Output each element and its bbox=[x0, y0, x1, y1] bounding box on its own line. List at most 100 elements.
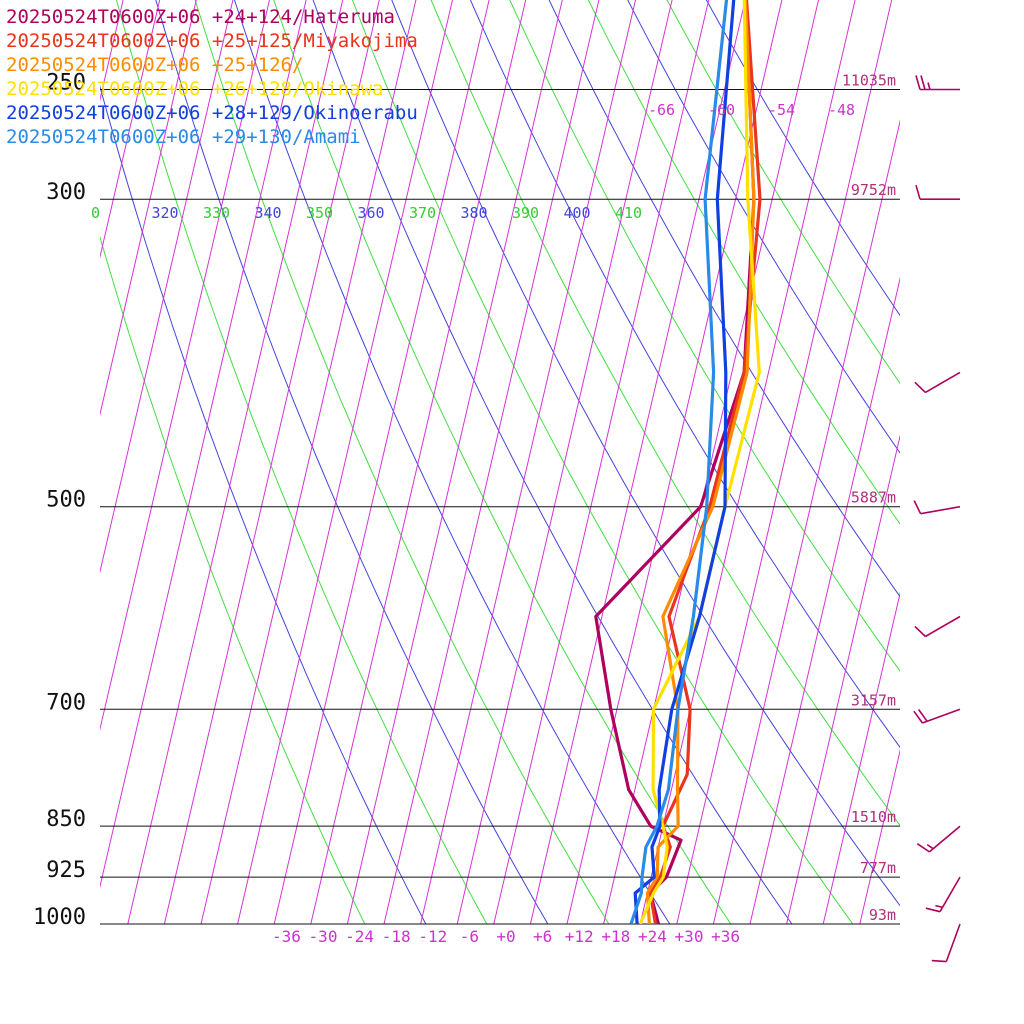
isotherm-line bbox=[237, 0, 453, 924]
isotherm-line bbox=[786, 434, 900, 924]
temperature-tick-label: -30 bbox=[309, 927, 338, 946]
pressure-label: 925 bbox=[46, 858, 86, 883]
dry-adiabat-line bbox=[509, 0, 900, 672]
wind-barb bbox=[914, 371, 961, 394]
temperature-tick-label: +30 bbox=[675, 927, 704, 946]
wind-barb bbox=[916, 825, 961, 853]
theta-label: 390 bbox=[512, 204, 539, 222]
dry-adiabat-line bbox=[273, 0, 732, 924]
pressure-label: 700 bbox=[46, 690, 86, 715]
theta-label: 380 bbox=[461, 204, 488, 222]
isobars: 10016713m15014334m20012528m25011035m3009… bbox=[33, 70, 900, 930]
theta-label: 330 bbox=[203, 204, 230, 222]
isotherm-top-label: -60 bbox=[708, 101, 735, 119]
theta-label: 400 bbox=[564, 204, 591, 222]
isotherm-top-label: -54 bbox=[768, 101, 795, 119]
isotherms bbox=[100, 0, 900, 924]
height-label: 11035m bbox=[842, 71, 896, 89]
legend: 20250524T0600Z+06 +24+124/Hateruma202505… bbox=[6, 6, 418, 148]
height-label: 93m bbox=[869, 906, 896, 924]
dry-adiabat-line bbox=[115, 0, 488, 924]
temperature-tick-label: -12 bbox=[418, 927, 447, 946]
isotherm-line bbox=[603, 0, 819, 924]
isotherm-line bbox=[529, 0, 746, 924]
wind-barb bbox=[915, 75, 960, 91]
dry-adiabat-line bbox=[469, 0, 900, 749]
legend-entry: 20250524T0600Z+06 +28+129/Okinoerabu bbox=[6, 102, 418, 124]
temperature-axis: -36 -30 -24 -18 -12 -6 +0 +6 +12 +18 +24 +30 +36 bbox=[272, 927, 740, 946]
wind-barbs bbox=[913, 75, 961, 963]
isotherm-line bbox=[420, 0, 636, 924]
profile-line bbox=[633, 0, 736, 924]
dry-adiabat-line bbox=[666, 0, 900, 385]
wind-barb bbox=[914, 615, 961, 638]
temperature-tick-label: +12 bbox=[565, 927, 594, 946]
wind-barb bbox=[913, 708, 961, 724]
isotherm-line bbox=[749, 276, 900, 924]
dry-adiabat-line bbox=[391, 0, 900, 907]
isotherm-line bbox=[100, 0, 307, 889]
dry-adiabat-line bbox=[233, 0, 671, 924]
temperature-tick-label: +6 bbox=[533, 927, 552, 946]
theta-label: 350 bbox=[306, 204, 333, 222]
legend-entry: 20250524T0600Z+06 +25+126/ bbox=[6, 54, 303, 76]
theta-label: 370 bbox=[409, 204, 436, 222]
temperature-tick-label: -6 bbox=[460, 927, 479, 946]
legend-entry: 20250524T0600Z+06 +25+125/Miyakojima bbox=[6, 30, 418, 52]
height-label: 777m bbox=[860, 859, 896, 877]
dry-adiabat-line bbox=[194, 0, 610, 924]
isotherm-top-labels: -66 -60 -54 -48 bbox=[648, 101, 855, 119]
isotherm-line bbox=[859, 748, 900, 924]
pressure-label: 500 bbox=[46, 488, 86, 513]
height-label: 3157m bbox=[851, 691, 896, 709]
isotherm-line bbox=[639, 0, 856, 924]
pressure-label: 850 bbox=[46, 807, 86, 832]
wind-barb bbox=[925, 876, 961, 913]
isotherm-line bbox=[346, 0, 563, 924]
sounding-profiles bbox=[594, 0, 762, 924]
isotherm-line bbox=[566, 0, 783, 924]
profile-line bbox=[594, 0, 756, 924]
theta-label: 320 bbox=[152, 204, 179, 222]
isotherm-line bbox=[822, 591, 900, 924]
pressure-label: 250 bbox=[46, 70, 86, 95]
isotherm-line bbox=[383, 0, 600, 924]
wind-barb bbox=[913, 500, 961, 515]
isotherm-line bbox=[712, 119, 900, 924]
dry-adiabat-line bbox=[351, 0, 854, 924]
legend-entry: 20250524T0600Z+06 +26+128/Okinawa bbox=[6, 78, 384, 100]
isotherm-line bbox=[127, 0, 344, 924]
pressure-label: 1000 bbox=[33, 905, 86, 930]
theta-label: 410 bbox=[615, 204, 642, 222]
legend-entry: 20250524T0600Z+06 +29+130/Amami bbox=[6, 126, 361, 148]
dry-adiabat-line bbox=[155, 0, 549, 924]
isotherm-top-label: -48 bbox=[828, 101, 855, 119]
isotherm-line bbox=[273, 0, 490, 924]
dry-adiabats bbox=[100, 0, 900, 924]
height-label: 1510m bbox=[851, 808, 896, 826]
height-label: 9752m bbox=[851, 181, 896, 199]
dry-adiabat-line bbox=[312, 0, 793, 924]
isotherm-line bbox=[310, 0, 527, 924]
dry-adiabat-line bbox=[705, 0, 900, 317]
temperature-tick-label: +0 bbox=[496, 927, 515, 946]
temperature-tick-label: +36 bbox=[711, 927, 740, 946]
theta-labels: 0 320 330 340 350 360 370 380 390 400 410 bbox=[91, 204, 642, 222]
dry-adiabat-line bbox=[627, 0, 900, 454]
legend-entry: 20250524T0600Z+06 +24+124/Hateruma bbox=[6, 6, 395, 28]
temperature-tick-label: +18 bbox=[601, 927, 630, 946]
temperature-tick-label: -36 bbox=[272, 927, 301, 946]
pressure-label: 300 bbox=[46, 180, 86, 205]
isotherm-line bbox=[493, 0, 710, 924]
dry-adiabat-line bbox=[430, 0, 900, 827]
profile-line bbox=[629, 0, 729, 924]
temperature-tick-label: -18 bbox=[382, 927, 411, 946]
isotherm-line bbox=[676, 0, 893, 924]
isotherm-line bbox=[200, 0, 417, 924]
theta-label: 340 bbox=[255, 204, 282, 222]
theta-label: 360 bbox=[358, 204, 385, 222]
height-label: 5887m bbox=[851, 489, 896, 507]
isotherm-line bbox=[100, 0, 270, 731]
temperature-tick-label: -24 bbox=[345, 927, 374, 946]
